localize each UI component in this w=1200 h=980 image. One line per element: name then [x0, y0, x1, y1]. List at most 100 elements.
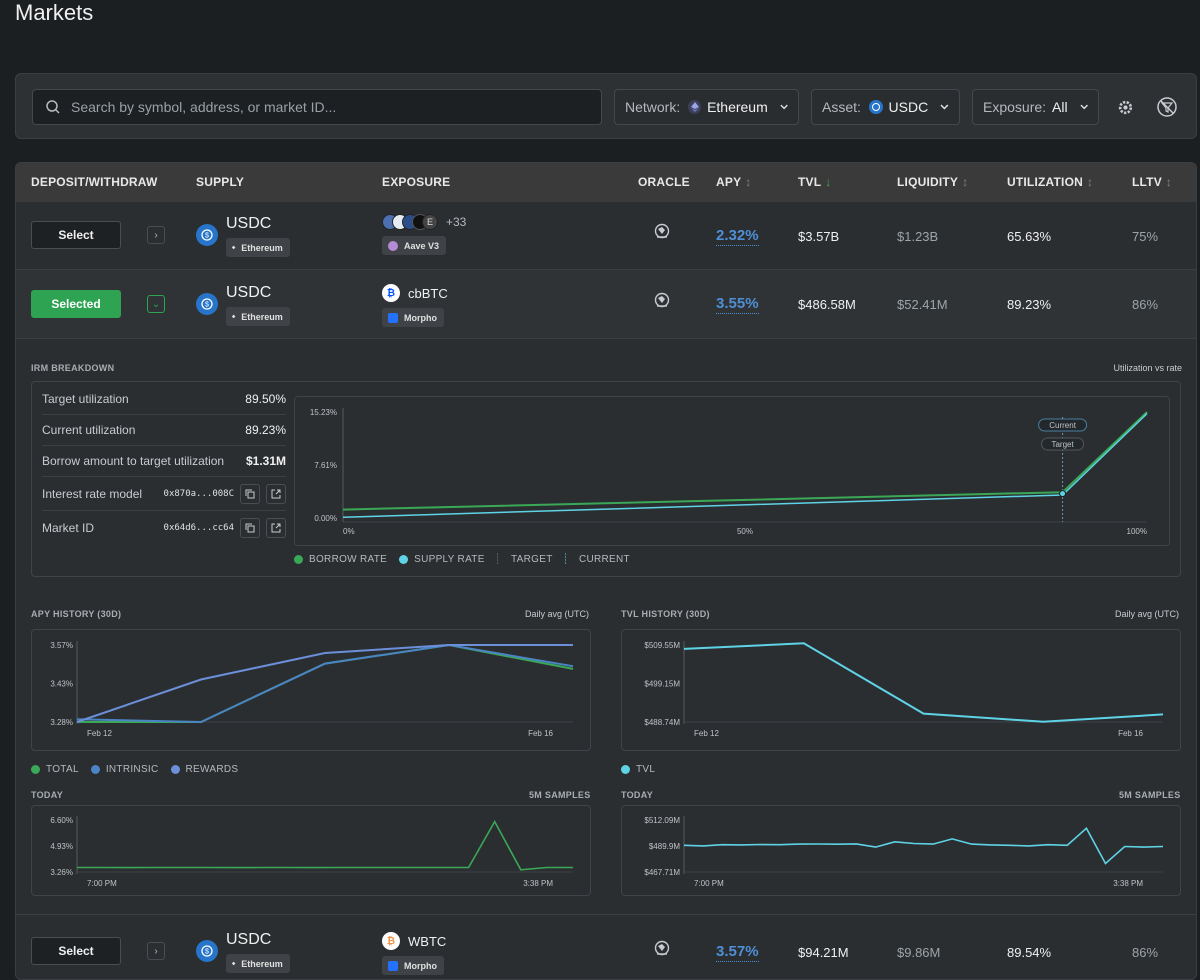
header-oracle: ORACLE [638, 175, 690, 189]
header-apy[interactable]: APY ↕ [716, 175, 751, 189]
copy-icon [245, 523, 255, 533]
network-dropdown[interactable]: Network: Ethereum [614, 89, 799, 125]
header-lltv[interactable]: LLTV ↕ [1132, 175, 1172, 189]
chevron-right-icon: › [154, 229, 158, 241]
apy-value[interactable]: 2.32% [716, 227, 759, 246]
external-link-button[interactable] [266, 518, 286, 538]
ethereum-icon: ⬩ [232, 958, 236, 968]
collapse-row-button[interactable]: ⌄ [147, 295, 165, 313]
ethereum-icon [688, 100, 702, 114]
kv-value: $1.31M [245, 454, 286, 468]
asset-dropdown[interactable]: Asset: USDC [811, 89, 960, 125]
apy-history-right-label: Daily avg (UTC) [525, 609, 590, 619]
copy-icon [245, 489, 255, 498]
header-deposit: DEPOSIT/WITHDRAW [31, 175, 158, 189]
table-row[interactable]: Select › $ USDC ⬩ Ethereum ₿ WBTC Morpho … [16, 916, 1196, 979]
y-tick-label: 3.57% [50, 641, 73, 650]
selected-button[interactable]: Selected [31, 290, 121, 318]
oracle-icon[interactable] [653, 940, 671, 958]
y-tick-label: $499.15M [644, 680, 680, 689]
target-marker-badge [1041, 437, 1085, 451]
y-tick-label: 4.93% [50, 842, 73, 851]
header-utilization-label: UTILIZATION [1007, 175, 1083, 189]
network-value: Ethereum [707, 99, 768, 115]
apy-value[interactable]: 3.55% [716, 295, 759, 314]
x-tick-label: 50% [737, 527, 753, 536]
expand-row-button[interactable]: › [147, 226, 165, 244]
legend-label: TARGET [511, 554, 553, 565]
expand-row-button[interactable]: › [147, 942, 165, 960]
protocol-chip-label: Aave V3 [404, 240, 440, 251]
liquidity-value: $9.86M [897, 945, 941, 960]
apy-today-label: TODAY [31, 790, 64, 800]
protocol-chip: Morpho [382, 956, 444, 975]
current-marker-badge [1038, 418, 1088, 432]
select-button[interactable]: Select [31, 937, 121, 965]
sort-icon: ↕ [745, 175, 752, 189]
header-tvl-label: TVL [798, 175, 822, 189]
kv-current-utilization: Current utilization 89.23% [42, 415, 286, 446]
usdc-icon [868, 100, 883, 114]
tvl-value: $3.57B [798, 229, 840, 244]
x-tick-label: 7:00 PM [87, 879, 117, 888]
utilization-value: 65.63% [1007, 229, 1052, 244]
table-header: DEPOSIT/WITHDRAW SUPPLY EXPOSURE ORACLE … [16, 163, 1196, 202]
apy-value[interactable]: 3.57% [716, 943, 759, 962]
kv-label: Current utilization [42, 423, 136, 437]
chevron-down-icon [1080, 104, 1088, 110]
apy-history-panel: 3.57% 3.43% 3.28% Feb 12 Feb 16 [31, 629, 591, 751]
select-button[interactable]: Select [31, 221, 121, 249]
supply-asset: USDC [226, 215, 272, 232]
asset-label: Asset: [822, 99, 861, 115]
exposure-label: Exposure: [983, 99, 1047, 115]
header-liquidity[interactable]: LIQUIDITY ↕ [897, 175, 968, 189]
oracle-icon[interactable] [653, 223, 671, 241]
markets-table: DEPOSIT/WITHDRAW SUPPLY EXPOSURE ORACLE … [15, 162, 1197, 980]
x-tick-label: 3:38 PM [523, 879, 553, 888]
gear-icon[interactable] [1117, 99, 1134, 116]
current-marker-label: Current [1049, 421, 1076, 430]
header-apy-label: APY [716, 175, 742, 189]
y-tick-label: 0.00% [314, 514, 337, 523]
lltv-value: 86% [1132, 297, 1159, 312]
copy-button[interactable] [240, 518, 260, 538]
x-tick-label: 3:38 PM [1113, 879, 1143, 888]
kv-interest-rate-model: Interest rate model 0x870a...008C [42, 477, 286, 511]
network-chip-label: Ethereum [241, 311, 283, 322]
legend-label: SUPPLY RATE [414, 554, 485, 565]
header-utilization[interactable]: UTILIZATION ↕ [1007, 175, 1093, 189]
legend-dot [621, 765, 630, 774]
exposure-stack[interactable]: E +33 [382, 214, 466, 230]
copy-button[interactable] [240, 483, 260, 504]
y-tick-label: 3.26% [50, 868, 73, 877]
tvl-legend: TVL [621, 764, 655, 775]
network-chip: ⬩ Ethereum [226, 954, 290, 973]
x-tick-label: Feb 16 [1118, 729, 1143, 738]
external-link-button[interactable] [266, 483, 286, 504]
oracle-icon[interactable] [653, 292, 671, 310]
ethereum-icon: ⬩ [232, 311, 236, 321]
sort-icon: ↕ [1165, 175, 1173, 189]
legend-label: INTRINSIC [105, 764, 159, 775]
network-label: Network: [625, 99, 681, 115]
table-row[interactable]: Select › $ USDC ⬩ Ethereum E +33 Aave V3 … [16, 202, 1196, 270]
filter-bar: Search by symbol, address, or market ID.… [15, 73, 1197, 139]
y-tick-label: $467.71M [644, 868, 680, 877]
tvl-today-chart: $512.09M $489.9M $467.71M 7:00 PM 3:38 PM [644, 816, 1164, 888]
search-input[interactable]: Search by symbol, address, or market ID.… [32, 89, 602, 125]
irm-right-label: Utilization vs rate [1113, 363, 1182, 373]
legend-dot [170, 765, 180, 774]
table-row[interactable]: Selected ⌄ $ USDC ⬩ Ethereum ₿ cbBTC Morp… [16, 270, 1196, 339]
apy-samples-label: 5M SAMPLES [529, 790, 591, 800]
exposure-more-count: +33 [446, 215, 467, 229]
supply-asset: USDC [226, 284, 272, 301]
tvl-today-label: TODAY [621, 790, 654, 800]
exposure-value: All [1052, 99, 1068, 115]
header-tvl[interactable]: TVL ↓ [798, 175, 831, 189]
liquidity-value: $52.41M [897, 297, 948, 312]
x-tick-label: Feb 12 [694, 729, 719, 738]
clear-filter-icon[interactable] [1156, 96, 1178, 118]
network-chip-label: Ethereum [241, 958, 283, 969]
exposure-dropdown[interactable]: Exposure: All [972, 89, 1099, 125]
network-chip: ⬩ Ethereum [226, 238, 290, 257]
